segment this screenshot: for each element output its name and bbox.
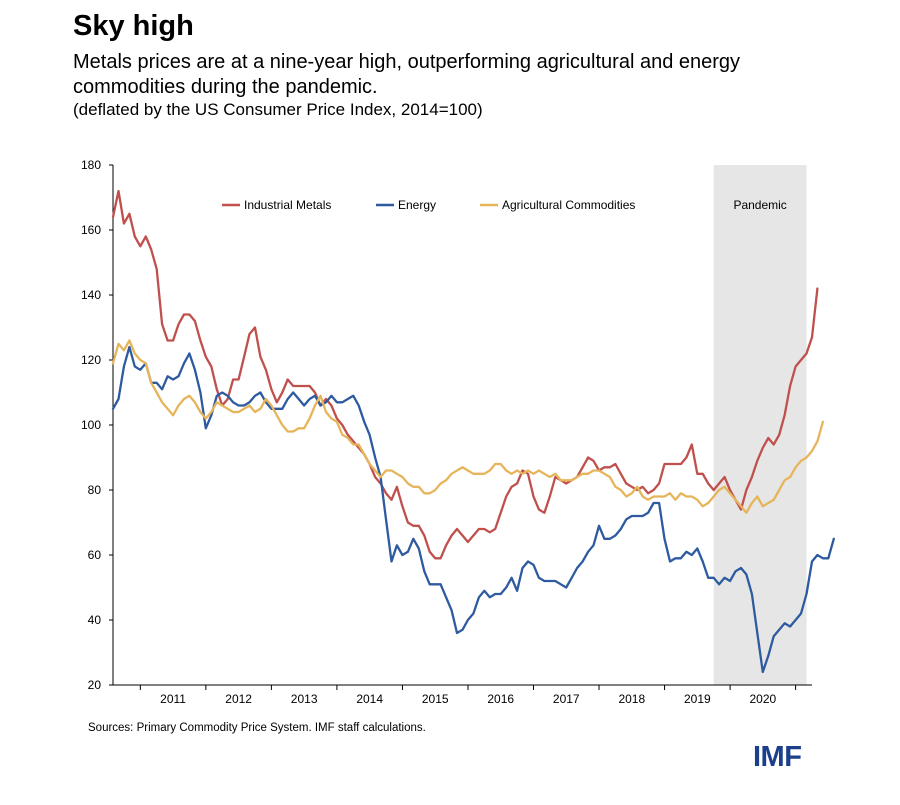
- series-line-energy: [111, 345, 835, 674]
- x-tick-label: 2018: [618, 692, 645, 706]
- x-tick-label: 2020: [750, 692, 777, 706]
- x-tick-label: 2015: [422, 692, 449, 706]
- legend-label-industrial-metals: Industrial Metals: [244, 198, 331, 212]
- series-line-industrial-metals: [111, 189, 819, 560]
- y-tick-label: 160: [81, 223, 101, 237]
- y-tick-label: 20: [88, 678, 102, 692]
- y-tick-label: 60: [88, 548, 102, 562]
- chart-note: (deflated by the US Consumer Price Index…: [73, 100, 483, 119]
- x-tick-label: 2011: [160, 692, 186, 706]
- chart-title: Sky high: [73, 10, 194, 42]
- y-tick-label: 140: [81, 288, 101, 302]
- y-tick-label: 100: [81, 418, 101, 432]
- x-tick-label: 2014: [356, 692, 383, 706]
- imf-logo: IMF: [753, 741, 802, 773]
- series-line-agricultural-commodities: [111, 339, 825, 514]
- source-note: Sources: Primary Commodity Price System.…: [88, 722, 426, 734]
- x-tick-label: 2016: [487, 692, 514, 706]
- y-tick-label: 120: [81, 353, 101, 367]
- y-tick-label: 80: [88, 483, 102, 497]
- pandemic-shading: [713, 165, 807, 685]
- legend-label-agricultural-commodities: Agricultural Commodities: [502, 198, 635, 212]
- y-tick-label: 180: [81, 158, 101, 172]
- x-tick-label: 2013: [291, 692, 318, 706]
- x-tick-label: 2012: [225, 692, 252, 706]
- chart-subtitle: Metals prices are at a nine-year high, o…: [73, 51, 741, 98]
- legend-label-energy: Energy: [398, 198, 436, 212]
- pandemic-label: Pandemic: [733, 198, 786, 212]
- x-tick-label: 2017: [553, 692, 580, 706]
- y-tick-label: 40: [88, 613, 102, 627]
- x-tick-label: 2019: [684, 692, 711, 706]
